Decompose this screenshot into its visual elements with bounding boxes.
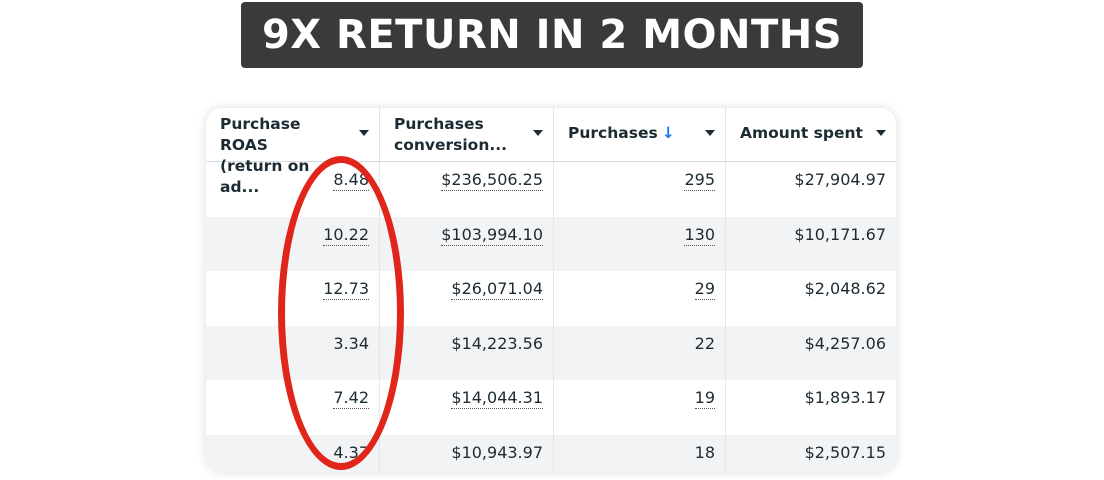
- cell-roas[interactable]: 7.42: [206, 380, 380, 435]
- cell-value: 22: [694, 333, 715, 353]
- cell-value: 295: [684, 170, 715, 191]
- cell-value: $27,904.97: [794, 170, 886, 189]
- cell-roas: 3.34: [206, 325, 380, 380]
- cell-roas[interactable]: 10.22: [206, 216, 380, 271]
- cell-amount-spent: $2,048.62: [726, 271, 896, 326]
- cell-roas[interactable]: 12.73: [206, 271, 380, 326]
- cell-purchases-conversion[interactable]: $103,994.10: [380, 216, 554, 271]
- cell-purchases-conversion[interactable]: $236,506.25: [380, 162, 554, 217]
- cell-value: $10,171.67: [794, 224, 886, 244]
- cell-amount-spent: $4,257.06: [726, 325, 896, 380]
- table-header: Purchase ROAS (return on ad... Purchases…: [206, 108, 896, 196]
- cell-value: 3.34: [333, 333, 369, 353]
- cell-value: 10.22: [323, 224, 369, 246]
- caret-down-icon[interactable]: [533, 130, 543, 136]
- cell-roas: 4.37: [206, 434, 380, 472]
- cell-value: $103,994.10: [441, 224, 543, 246]
- cell-value: $2,507.15: [804, 442, 886, 462]
- cell-value: 29: [694, 279, 715, 300]
- cell-purchases[interactable]: 29: [554, 271, 726, 326]
- cell-amount-spent: $10,171.67: [726, 216, 896, 271]
- header-label: conversion...: [394, 136, 508, 154]
- cell-purchases-conversion: $10,943.97: [380, 434, 554, 472]
- cell-value: 4.37: [333, 442, 369, 462]
- cell-value: 12.73: [323, 279, 369, 300]
- cell-value: $14,044.31: [451, 388, 543, 409]
- cell-value: $10,943.97: [451, 442, 543, 462]
- cell-purchases[interactable]: 295: [554, 162, 726, 217]
- cell-purchases[interactable]: 19: [554, 380, 726, 435]
- header-label: Purchase ROAS: [220, 115, 301, 154]
- cell-value: 18: [694, 442, 715, 462]
- cell-value: 19: [694, 388, 715, 409]
- cell-purchases-conversion[interactable]: $26,071.04: [380, 271, 554, 326]
- column-header-amount-spent[interactable]: Amount spent: [726, 108, 896, 162]
- ads-table: Purchase ROAS (return on ad... Purchases…: [206, 108, 896, 472]
- cell-purchases-conversion[interactable]: $14,044.31: [380, 380, 554, 435]
- cell-purchases-conversion: $14,223.56: [380, 325, 554, 380]
- header-label: (return on ad...: [220, 157, 310, 196]
- cell-roas[interactable]: 8.48: [206, 162, 380, 217]
- cell-purchases[interactable]: 130: [554, 216, 726, 271]
- cell-value: $14,223.56: [451, 333, 543, 353]
- header-label: Purchases: [568, 124, 658, 142]
- column-header-roas[interactable]: Purchase ROAS (return on ad...: [206, 108, 380, 196]
- headline-text: 9X RETURN IN 2 MONTHS: [261, 12, 843, 58]
- column-header-purchases[interactable]: Purchases ↓: [554, 108, 726, 162]
- cell-value: 130: [684, 224, 715, 246]
- header-label: Amount spent: [740, 124, 863, 142]
- cell-value: $4,257.06: [804, 333, 886, 353]
- header-label: Purchases: [394, 115, 484, 133]
- caret-down-icon[interactable]: [359, 130, 369, 136]
- cell-value: $26,071.04: [451, 279, 543, 300]
- caret-down-icon[interactable]: [705, 130, 715, 136]
- cell-purchases: 18: [554, 434, 726, 472]
- cell-value: $1,893.17: [804, 388, 886, 407]
- sort-descending-icon[interactable]: ↓: [661, 124, 675, 142]
- cell-purchases: 22: [554, 325, 726, 380]
- cell-value: 7.42: [333, 388, 369, 409]
- cell-amount-spent: $1,893.17: [726, 380, 896, 435]
- table-body: 8.48 $236,506.25 295 $27,904.97 10.22 $1…: [206, 162, 896, 472]
- column-header-purchases-conversion[interactable]: Purchases conversion...: [380, 108, 554, 162]
- cell-value: $236,506.25: [441, 170, 543, 191]
- caret-down-icon[interactable]: [876, 130, 886, 136]
- headline-banner: 9X RETURN IN 2 MONTHS: [241, 2, 863, 68]
- cell-value: $2,048.62: [804, 279, 886, 298]
- cell-value: 8.48: [333, 170, 369, 191]
- cell-amount-spent: $27,904.97: [726, 162, 896, 217]
- cell-amount-spent: $2,507.15: [726, 434, 896, 472]
